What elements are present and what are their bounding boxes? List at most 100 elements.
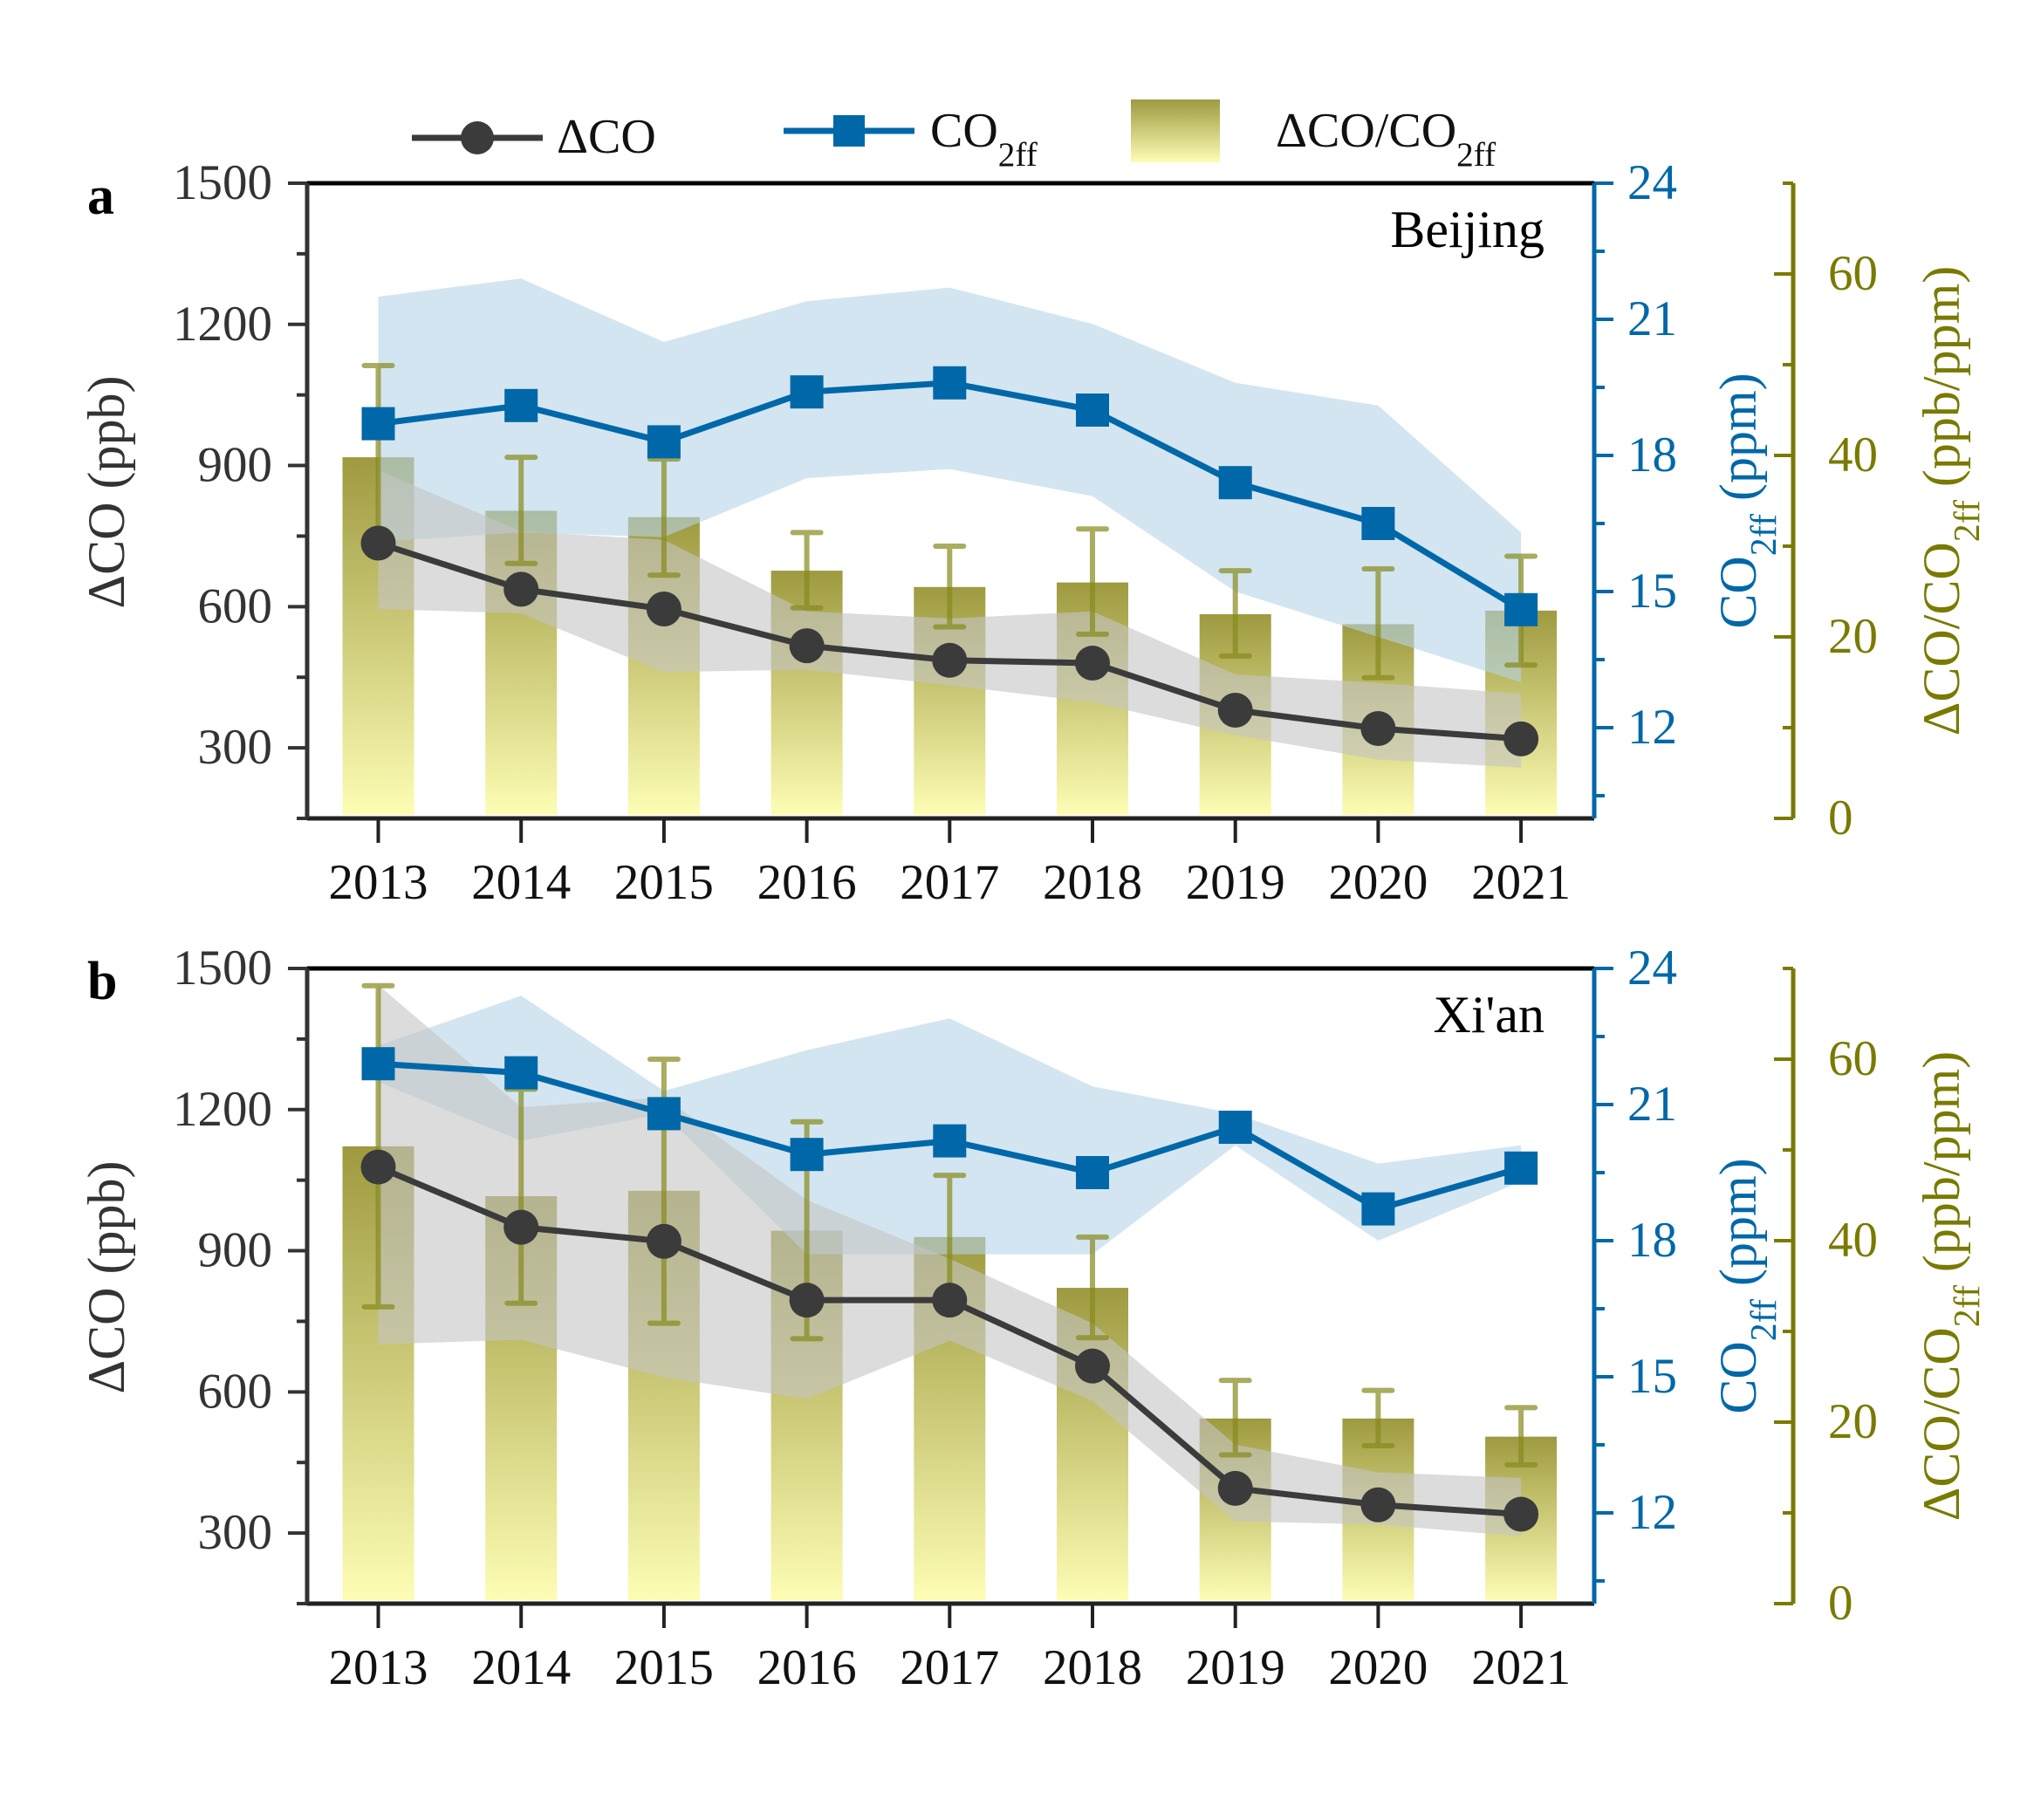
x-tick-label-2015: 2015 <box>614 855 714 910</box>
site-label: Beijing <box>1390 201 1544 258</box>
x-tick-label-2018: 2018 <box>1043 1640 1142 1695</box>
dco-point-2015 <box>646 592 681 627</box>
dco-point-2021 <box>1503 1496 1539 1532</box>
co2ff-point-2020 <box>1361 1192 1395 1226</box>
left-axis-label-main: ΔCO (ppb) <box>78 1161 135 1394</box>
ratio-axis-label-main: ΔCO/CO <box>1913 1327 1970 1521</box>
ratio-axis-label-subscript: 2ff <box>1948 500 1988 542</box>
dco-point-2014 <box>503 571 539 607</box>
ratio-error-bar-2020 <box>1361 566 1395 681</box>
right-axis-label: CO2ff (ppm) <box>1709 1158 1784 1413</box>
co2ff-point-2021 <box>1504 1151 1538 1185</box>
right-tick-label: 21 <box>1627 291 1677 346</box>
right-tick-label: 12 <box>1627 1485 1677 1540</box>
dco-point-2015 <box>646 1223 681 1259</box>
co2ff-point-2017 <box>933 1124 967 1158</box>
x-tick-label-2016: 2016 <box>757 1640 857 1695</box>
x-tick-label-2014: 2014 <box>471 855 571 910</box>
right-tick-label: 15 <box>1627 1349 1677 1404</box>
dco-point-2021 <box>1503 721 1539 756</box>
x-tick-label-2017: 2017 <box>900 1640 999 1695</box>
right-axis-label-suffix: (ppm) <box>1709 373 1767 514</box>
left-tick-label: 300 <box>198 1505 273 1560</box>
x-tick-label-2021: 2021 <box>1471 855 1571 910</box>
panel-a: 2013 2014 2015 2016 2017 2018 2019 2020 20213006… <box>78 155 1988 910</box>
x-tick-label-2021: 2021 <box>1471 1640 1571 1695</box>
dco-point-2017 <box>932 642 968 678</box>
legend-dco-label-main: ΔCO <box>557 110 656 164</box>
ratio-axis-label: ΔCO/CO2ff (ppb/ppm) <box>1913 1051 1988 1521</box>
dco-point-2020 <box>1360 1487 1396 1522</box>
co2ff-point-2016 <box>790 1138 824 1172</box>
legend-ratio-label-subscript: 2ff <box>1456 136 1497 174</box>
ratio-axis-label-subscript: 2ff <box>1948 1285 1988 1327</box>
right-axis-label: CO2ff (ppm) <box>1709 373 1784 628</box>
ratio-error-bar-2016 <box>790 530 824 611</box>
co2ff-point-2013 <box>361 1047 395 1081</box>
site-label: Xi'an <box>1434 986 1544 1043</box>
co2ff-point-2015 <box>647 425 681 459</box>
x-tick-label-2015: 2015 <box>614 1640 714 1695</box>
ratio-tick-label: 0 <box>1828 790 1853 845</box>
co2ff-point-2013 <box>361 407 395 441</box>
left-tick-label: 1200 <box>173 1082 272 1137</box>
legend-co2ff-label-subscript: 2ff <box>998 136 1038 174</box>
ratio-axis-label: ΔCO/CO2ff (ppb/ppm) <box>1913 266 1988 736</box>
left-tick-label: 600 <box>198 578 273 633</box>
left-tick-label: 900 <box>198 438 273 493</box>
ratio-error-bar-2013 <box>361 982 395 1310</box>
legend-co2ff-label: CO2ff <box>930 104 1038 174</box>
legend-ratio-label: ΔCO/CO2ff <box>1276 104 1497 174</box>
right-tick-label: 24 <box>1627 941 1677 996</box>
legend-dco-label: ΔCO <box>557 110 656 164</box>
left-tick-label: 1500 <box>173 155 272 210</box>
dco-point-2017 <box>932 1283 968 1318</box>
co2ff-point-2018 <box>1076 1156 1109 1189</box>
co2ff-point-2015 <box>647 1097 681 1131</box>
right-axis-label-subscript: 2ff <box>1744 1299 1784 1341</box>
ratio-error-bar-2019 <box>1218 1378 1252 1458</box>
ratio-axis-label-suffix: (ppb/ppm) <box>1913 266 1970 500</box>
ratio-tick-label: 20 <box>1828 609 1878 664</box>
ratio-tick-label: 0 <box>1828 1576 1853 1631</box>
ratio-tick-label: 40 <box>1828 1213 1878 1268</box>
x-tick-label-2013: 2013 <box>329 1640 428 1695</box>
legend-ratio-label-main: ΔCO/CO <box>1276 104 1456 158</box>
legend-dco-marker <box>461 121 494 154</box>
right-tick-label: 18 <box>1627 428 1677 482</box>
dco-point-2013 <box>360 1149 396 1185</box>
co2ff-point-2021 <box>1504 592 1538 626</box>
left-tick-label: 1200 <box>173 297 272 352</box>
left-axis-label: ΔCO (ppb) <box>78 1161 135 1394</box>
ratio-error-bar-2014 <box>504 455 538 566</box>
legend-co2ff-marker <box>833 115 865 147</box>
ratio-error-bar-2018 <box>1076 526 1109 637</box>
legend-co2ff-label-main: CO <box>930 104 998 158</box>
dco-point-2019 <box>1217 692 1253 728</box>
ratio-error-bar-2019 <box>1218 568 1252 659</box>
ratio-error-bar-2017 <box>933 544 967 630</box>
dco-point-2016 <box>789 1283 825 1318</box>
x-tick-label-2020: 2020 <box>1328 1640 1428 1695</box>
co2ff-point-2018 <box>1076 393 1109 427</box>
right-tick-label: 18 <box>1627 1213 1677 1268</box>
dco-point-2016 <box>789 628 825 664</box>
x-tick-label-2017: 2017 <box>900 855 999 910</box>
right-tick-label: 15 <box>1627 564 1677 619</box>
legend-ratio-swatch <box>1131 99 1220 162</box>
x-tick-label-2020: 2020 <box>1328 855 1428 910</box>
left-tick-label: 300 <box>198 720 273 775</box>
dco-point-2019 <box>1217 1470 1253 1506</box>
ratio-axis-label-main: ΔCO/CO <box>1913 542 1970 736</box>
ratio-error-bar-2021 <box>1504 1405 1538 1468</box>
right-tick-label: 24 <box>1627 155 1677 210</box>
panel-b: 2013 2014 2015 2016 2017 2018 2019 2020 20213006… <box>78 941 1988 1695</box>
x-tick-label-2016: 2016 <box>757 855 857 910</box>
co2ff-point-2014 <box>504 1056 538 1090</box>
dco-point-2018 <box>1075 646 1110 681</box>
dco-point-2013 <box>360 525 396 561</box>
co2ff-point-2017 <box>933 366 967 400</box>
right-axis-label-main: CO <box>1709 556 1767 628</box>
